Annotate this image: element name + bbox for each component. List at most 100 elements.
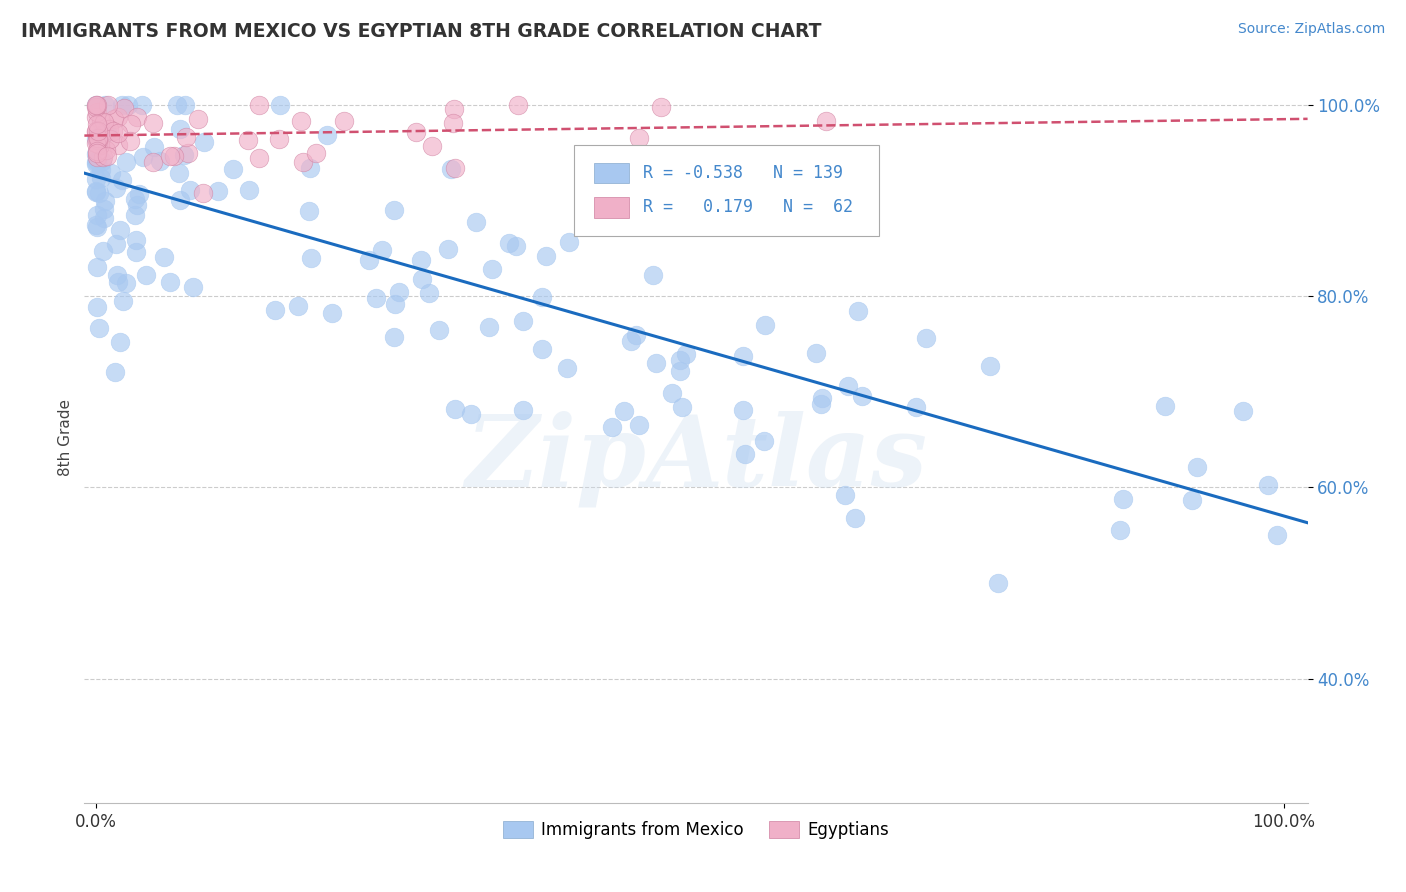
Point [837,379,859,393]
Text: ZipAtlas: ZipAtlas [465,411,927,508]
Text: Source: ZipAtlas.com: Source: ZipAtlas.com [1237,22,1385,37]
Point [93,115,115,129]
Point [89,186,111,200]
Point [193,135,215,149]
Point [86,98,108,112]
Point [316,128,339,142]
Point [125,233,148,247]
Point [125,245,148,260]
Point [169,193,191,207]
Point [405,125,427,139]
Point [810,391,832,405]
Point [1108,523,1130,537]
Point [143,140,166,154]
Point [128,187,150,202]
Point [107,110,129,124]
Point [905,400,928,414]
Point [624,328,647,343]
Point [441,116,464,130]
Point [104,181,127,195]
Point [557,360,579,375]
Point [90,171,112,186]
Point [86,137,108,152]
Point [86,131,108,145]
Point [86,100,108,114]
Point [620,334,643,348]
Point [481,262,503,277]
Point [371,243,394,257]
Point [1232,403,1254,417]
Point [290,114,312,128]
Point [159,276,181,290]
Point [84,218,107,232]
Point [86,220,108,235]
Point [84,98,107,112]
Point [115,155,138,169]
Point [86,117,108,131]
Point [94,143,117,157]
Point [602,420,624,434]
Point [135,268,157,282]
Point [512,402,534,417]
Point [464,215,486,229]
Point [93,98,115,112]
Y-axis label: 8th Grade: 8th Grade [58,399,73,475]
Point [531,342,554,356]
Point [444,402,467,417]
Point [105,237,128,252]
Point [1180,493,1202,508]
FancyBboxPatch shape [574,145,880,235]
Point [179,183,201,197]
Point [159,149,181,163]
Point [238,183,260,197]
Point [86,171,108,186]
Point [177,145,200,160]
Point [987,576,1010,591]
Point [333,114,356,128]
Point [915,331,938,345]
Point [846,303,869,318]
Point [166,98,188,112]
Point [174,98,197,112]
Point [420,138,443,153]
Point [86,110,108,124]
Point [299,161,322,176]
Point [508,98,530,112]
Point [512,313,534,327]
Point [382,203,405,218]
Point [89,134,111,148]
Point [505,239,527,253]
Point [460,407,482,421]
Point [91,244,114,258]
Point [86,133,108,147]
Point [87,130,110,145]
Point [142,116,165,130]
Point [101,124,124,138]
Point [86,144,108,158]
Point [478,319,501,334]
Point [298,203,321,218]
Point [169,122,191,136]
Point [98,132,121,146]
Point [108,334,131,349]
Point [96,98,118,112]
Point [411,272,433,286]
Point [173,147,195,161]
Point [731,349,754,363]
Point [731,403,754,417]
Point [86,145,108,160]
Point [94,194,117,209]
Point [107,275,129,289]
Point [650,99,672,113]
Point [183,280,205,294]
Text: R =   0.179   N =  62: R = 0.179 N = 62 [644,198,853,217]
Point [357,253,380,268]
Point [222,162,245,177]
Point [115,277,138,291]
Point [613,404,636,418]
Point [384,297,406,311]
Point [86,98,108,112]
Point [86,153,108,168]
Point [437,242,460,256]
Point [193,186,215,200]
